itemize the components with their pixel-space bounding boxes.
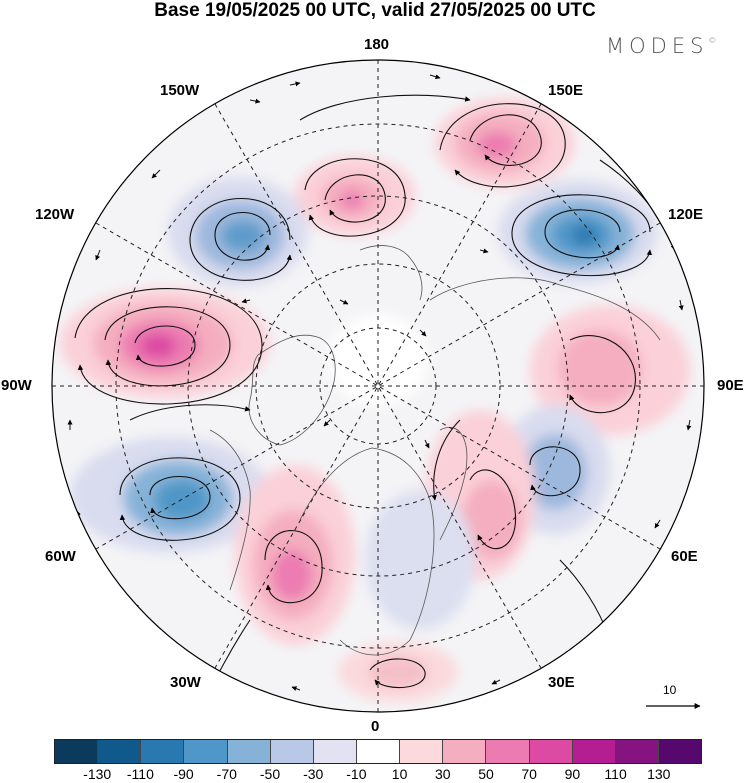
colorbar-segment: [227, 740, 271, 763]
graticule: [52, 60, 704, 712]
colorbar-tick-label: -30: [303, 766, 324, 782]
colorbar-tick-label: 10: [391, 766, 408, 782]
coastlines: [209, 245, 661, 656]
colorbar-segment: [443, 740, 487, 763]
lon-label-120e: 120E: [668, 206, 704, 223]
colorbar-tick-label: 70: [521, 766, 537, 782]
colorbar-tick-label: 130: [647, 766, 671, 782]
lon-label-60w: 60W: [45, 548, 76, 565]
copyright-mark: ©: [708, 36, 717, 45]
colorbar-tick-label: 30: [435, 766, 451, 782]
colorbar-segment: [615, 740, 659, 763]
lon-label-120w: 120W: [35, 206, 75, 223]
colorbar-segment: [141, 740, 185, 763]
colorbar-segment: [356, 740, 401, 763]
colorbar-segment: [658, 740, 702, 763]
colorbar-tick-label: 50: [478, 766, 494, 782]
lon-label-90e: 90E: [717, 377, 744, 394]
colorbar-tick-label: -130: [83, 766, 112, 782]
colorbar-tick-label: -70: [216, 766, 237, 782]
lon-label-90w: 90W: [1, 377, 32, 394]
colorbar: [54, 739, 702, 764]
colorbar-segment: [572, 740, 616, 763]
brand-name: MODES: [606, 34, 709, 58]
colorbar-tick-label: -110: [126, 766, 154, 782]
colorbar-tick-label: 90: [564, 766, 581, 782]
lon-label-150w: 150W: [160, 82, 200, 99]
lon-label-150e: 150E: [548, 82, 584, 99]
colorbar-tick-label: 110: [604, 766, 627, 782]
reference-vector-label: 10: [663, 683, 677, 697]
lon-label-0: 0: [371, 718, 380, 735]
colorbar-segment: [400, 740, 444, 763]
map-title: Base 19/05/2025 00 UTC, valid 27/05/2025…: [154, 0, 596, 21]
colorbar-segment: [55, 740, 99, 763]
streamlines: [74, 94, 676, 701]
lon-label-180: 180: [364, 36, 390, 53]
colorbar-tick-label: -90: [173, 766, 194, 782]
colorbar-segment: [313, 740, 357, 763]
colorbar-tick-label: -50: [259, 766, 281, 782]
map-disk: [52, 60, 704, 712]
lon-label-30e: 30E: [548, 674, 575, 691]
map-border: [51, 59, 705, 713]
colorbar-segment: [529, 740, 573, 763]
colorbar-segment: [98, 740, 142, 763]
colorbar-segment: [270, 740, 314, 763]
colorbar-segment: [184, 740, 228, 763]
colorbar-segment: [486, 740, 530, 763]
lon-label-60e: 60E: [671, 548, 698, 565]
modes-logo: MODES©: [606, 34, 716, 58]
colorbar-tick-label: -10: [346, 766, 367, 782]
lon-label-30w: 30W: [170, 674, 201, 691]
